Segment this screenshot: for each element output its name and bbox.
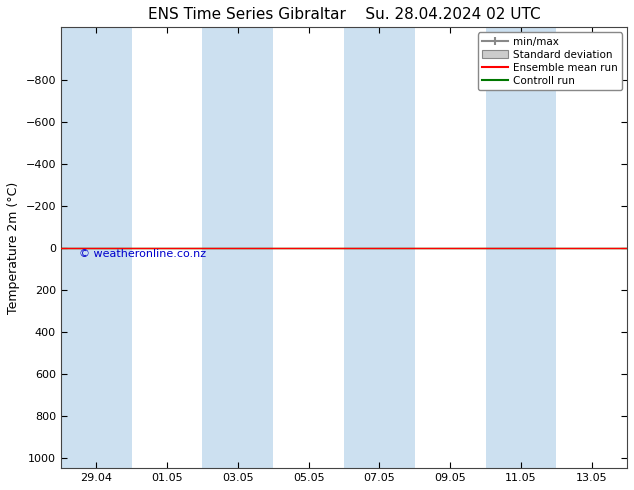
Text: © weatheronline.co.nz: © weatheronline.co.nz [79, 249, 205, 259]
Bar [486, 27, 556, 468]
Title: ENS Time Series Gibraltar    Su. 28.04.2024 02 UTC: ENS Time Series Gibraltar Su. 28.04.2024… [148, 7, 540, 22]
Bar [202, 27, 273, 468]
Bar [344, 27, 415, 468]
Y-axis label: Temperature 2m (°C): Temperature 2m (°C) [7, 182, 20, 314]
Bar [61, 27, 132, 468]
Legend: min/max, Standard deviation, Ensemble mean run, Controll run: min/max, Standard deviation, Ensemble me… [477, 32, 622, 90]
